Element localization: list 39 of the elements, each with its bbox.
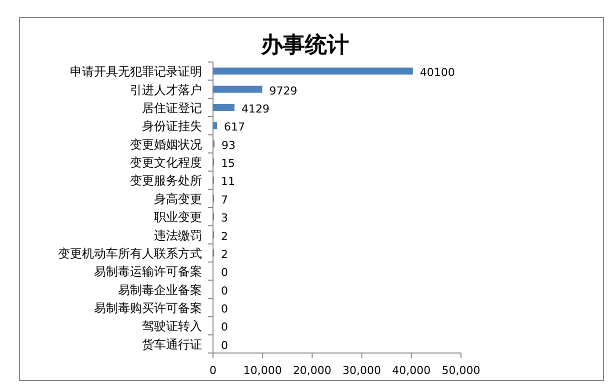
data-label: 3 bbox=[221, 212, 228, 225]
x-tick-label: 40,000 bbox=[392, 364, 431, 377]
x-tick-label: 30,000 bbox=[342, 364, 382, 377]
data-label: 15 bbox=[221, 157, 236, 170]
data-label: 0 bbox=[221, 320, 228, 334]
y-tick-label: 货车通行证 bbox=[142, 337, 202, 352]
data-label: 0 bbox=[221, 302, 228, 316]
y-tick-label: 居住证登记 bbox=[142, 100, 202, 115]
data-label: 40100 bbox=[420, 66, 455, 80]
data-label: 2 bbox=[221, 230, 228, 243]
data-label: 0 bbox=[221, 284, 228, 298]
y-tick-label: 易制毒运输许可备案 bbox=[94, 264, 202, 279]
y-tick-label: 申请开具无犯罪记录证明 bbox=[70, 64, 202, 79]
x-tick-label: 20,000 bbox=[292, 364, 332, 377]
y-tick-label: 违法缴罚 bbox=[154, 228, 202, 242]
y-tick-label: 易制毒企业备案 bbox=[118, 282, 202, 297]
data-label: 9729 bbox=[269, 84, 298, 98]
data-label: 0 bbox=[221, 338, 228, 352]
data-label: 11 bbox=[221, 175, 236, 188]
y-tick-label: 变更服务处所 bbox=[130, 174, 202, 188]
data-label: 2 bbox=[221, 248, 228, 261]
data-label: 7 bbox=[221, 193, 228, 206]
chart-title: 办事统计 bbox=[260, 32, 349, 58]
y-tick-label: 变更婚姻状况 bbox=[130, 137, 202, 152]
data-label: 93 bbox=[221, 138, 236, 152]
y-tick-label: 引进人才落户 bbox=[130, 82, 202, 97]
data-label: 4129 bbox=[241, 102, 270, 116]
x-tick-label: 50,000 bbox=[442, 364, 480, 377]
y-tick-label: 变更机动车所有人联系方式 bbox=[58, 246, 202, 260]
y-tick-label: 易制毒购买许可备案 bbox=[94, 301, 202, 316]
data-label: 617 bbox=[224, 120, 246, 134]
y-tick-label: 身高变更 bbox=[154, 192, 202, 206]
y-tick-label: 身份证挂失 bbox=[142, 119, 202, 134]
data-label: 0 bbox=[221, 266, 228, 280]
y-tick-label: 驾驶证转入 bbox=[142, 319, 202, 334]
x-tick-label: 0 bbox=[210, 364, 216, 377]
x-tick-label: 10,000 bbox=[243, 364, 282, 377]
y-tick-label: 变更文化程度 bbox=[130, 156, 202, 170]
y-tick-label: 职业变更 bbox=[154, 210, 202, 224]
